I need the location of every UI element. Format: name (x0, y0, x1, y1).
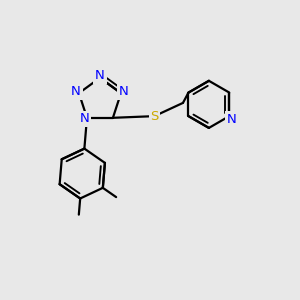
Text: N: N (227, 112, 236, 126)
Text: N: N (71, 85, 81, 98)
Text: N: N (80, 112, 89, 125)
Text: S: S (150, 110, 159, 123)
Text: N: N (95, 69, 105, 82)
Text: N: N (118, 85, 128, 98)
